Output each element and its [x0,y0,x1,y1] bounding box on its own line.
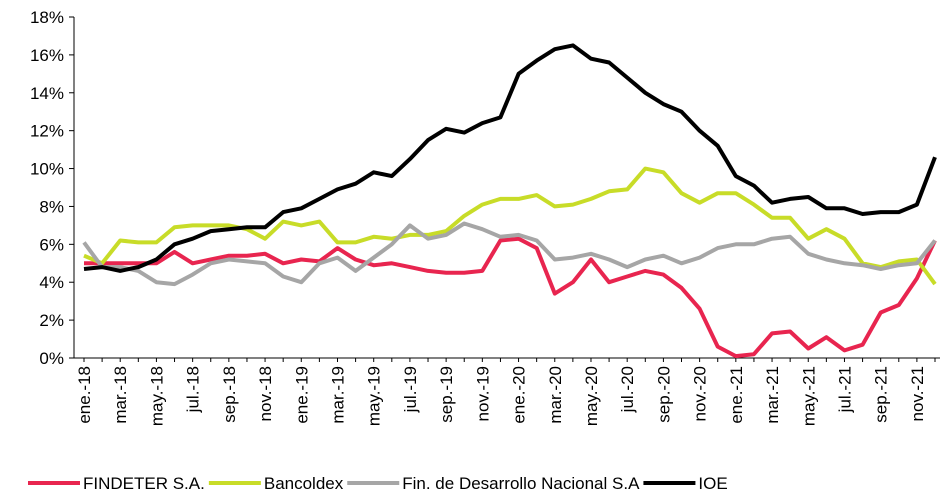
x-tick-label: ene.-19 [292,366,311,424]
x-tick-label: nov.-18 [256,366,275,421]
x-tick-label: ene.-18 [75,366,94,424]
x-tick-label: sep.-21 [872,366,891,423]
x-tick-label: nov.-21 [908,366,927,421]
x-tick-label: may.-20 [582,366,601,426]
x-tick-label: nov.-20 [691,366,710,421]
legend-label: Bancoldex [264,474,344,493]
y-tick-label: 2% [39,311,64,330]
y-tick-label: 0% [39,349,64,368]
x-tick-label: ene.-20 [510,366,529,424]
x-tick-label: sep.-18 [220,366,239,423]
x-tick-label: mar.-20 [546,366,565,424]
y-tick-label: 6% [39,235,64,254]
x-tick-label: may.-18 [147,366,166,426]
x-tick-label: sep.-19 [437,366,456,423]
x-tick-label: mar.-19 [328,366,347,424]
x-tick-label: jul.-21 [835,366,854,413]
x-tick-label: jul.-19 [401,366,420,413]
x-tick-label: jul.-18 [184,366,203,413]
legend-label: IOE [698,474,727,493]
x-tick-label: mar.-18 [111,366,130,424]
x-tick-label: nov.-19 [473,366,492,421]
legend-label: FINDETER S.A. [83,474,205,493]
y-tick-label: 16% [30,46,64,65]
x-tick-label: ene.-21 [727,366,746,424]
y-tick-label: 8% [39,197,64,216]
x-tick-label: jul.-20 [618,366,637,413]
y-tick-label: 12% [30,122,64,141]
series-line [83,43,937,273]
y-tick-label: 14% [30,84,64,103]
x-tick-label: may.-21 [799,366,818,426]
legend-label: Fin. de Desarrollo Nacional S.A [402,474,640,493]
series-line [83,166,937,286]
series-line [82,221,937,287]
y-tick-label: 18% [30,8,64,27]
series-line [84,236,937,359]
y-tick-label: 10% [30,160,64,179]
x-tick-label: may.-19 [365,366,384,426]
x-tick-label: mar.-21 [763,366,782,424]
x-tick-label: sep.-20 [654,366,673,423]
y-tick-label: 4% [39,273,64,292]
